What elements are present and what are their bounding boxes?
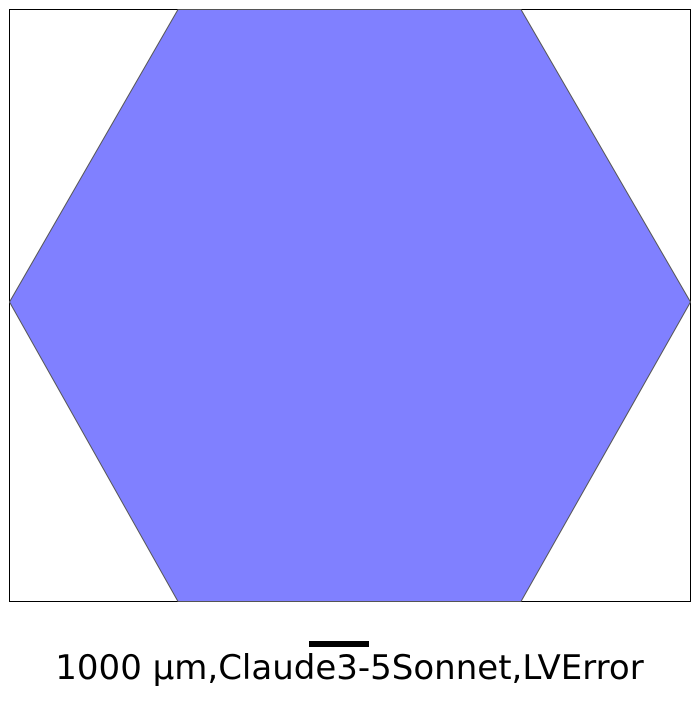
scale-bar bbox=[309, 641, 369, 647]
hexagon-shape bbox=[8, 9, 692, 602]
scale-bar-label: 1000 µm,Claude3-5Sonnet,LVError bbox=[55, 648, 644, 688]
